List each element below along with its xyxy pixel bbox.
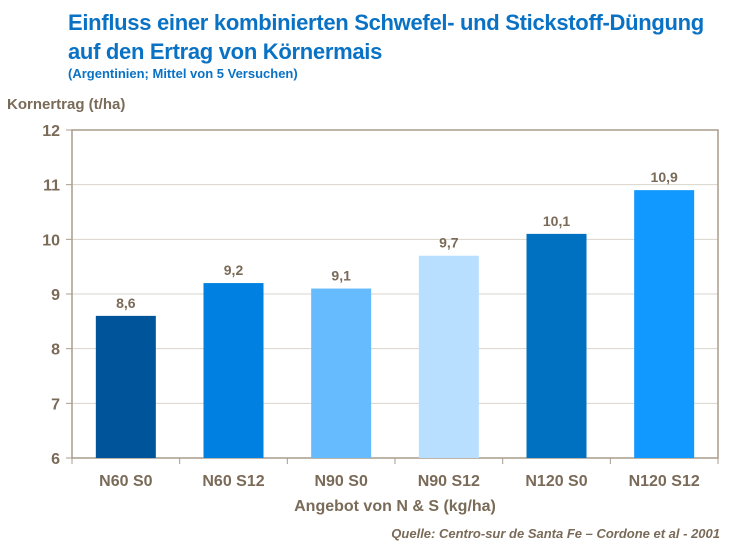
- x-tick-label: N120 S12: [629, 473, 700, 490]
- data-label: 8,6: [116, 295, 136, 311]
- y-tick-label: 8: [51, 342, 60, 359]
- data-label: 9,7: [439, 235, 459, 251]
- x-axis-label: Angebot von N & S (kg/ha): [294, 498, 496, 515]
- x-tick-label: N60 S0: [99, 473, 152, 490]
- data-label: 10,1: [543, 213, 570, 229]
- y-axis-label: Kornertrag (t/ha): [7, 96, 126, 113]
- x-tick-label: N90 S12: [418, 473, 480, 490]
- bar-n60-s12: [203, 283, 264, 458]
- bar-n90-s0: [311, 288, 372, 458]
- source-note: Quelle: Centro-sur de Santa Fe – Cordone…: [391, 526, 720, 541]
- y-tick-label: 10: [42, 232, 60, 249]
- bar-n120-s12: [634, 190, 695, 458]
- y-tick-label: 12: [42, 123, 60, 140]
- x-tick-label: N120 S0: [525, 473, 587, 490]
- x-tick-label: N60 S12: [202, 473, 264, 490]
- bar-n120-s0: [526, 233, 587, 458]
- x-tick-label: N90 S0: [314, 473, 367, 490]
- data-label: 9,1: [331, 268, 351, 284]
- y-tick-label: 7: [51, 396, 60, 413]
- y-tick-label: 9: [51, 287, 60, 304]
- y-tick-label: 6: [51, 451, 60, 468]
- data-label: 10,9: [651, 169, 678, 185]
- chart-subtitle: (Argentinien; Mittel von 5 Versuchen): [68, 66, 298, 81]
- chart-title: Einfluss einer kombinierten Schwefel- un…: [68, 10, 704, 64]
- bar-n60-s0: [95, 315, 156, 458]
- bar-n90-s12: [418, 255, 479, 458]
- data-label: 9,2: [224, 262, 244, 278]
- y-tick-label: 11: [43, 178, 60, 195]
